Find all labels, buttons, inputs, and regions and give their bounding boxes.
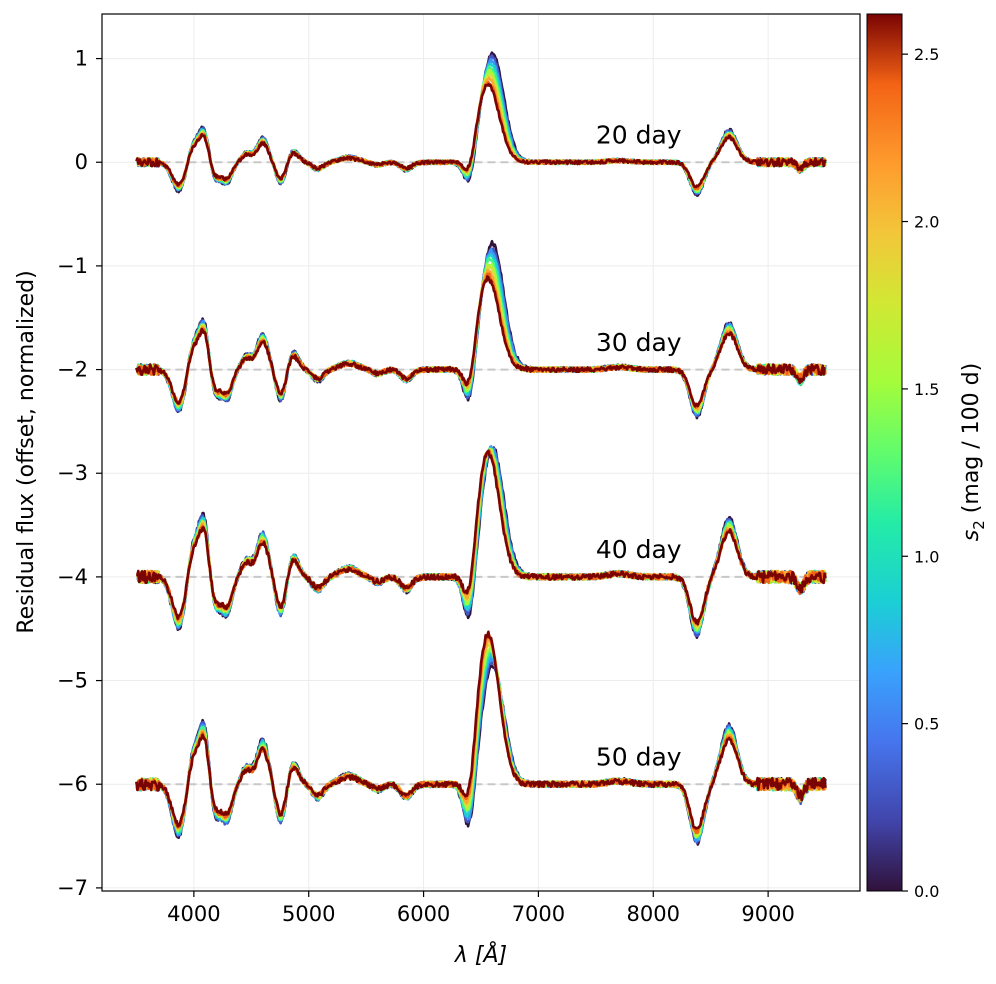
colorbar-tick-label: 2.5 <box>914 45 939 64</box>
x-tick-label: 6000 <box>397 902 450 926</box>
epoch-label: 20 day <box>596 121 682 150</box>
colorbar-label: s2 (mag / 100 d) <box>959 363 988 541</box>
colorbar-ticks: 0.0 0.5 1.0 1.5 2.0 2.5 <box>902 45 939 901</box>
y-tick-label: 1 <box>75 47 88 71</box>
spectrum-line <box>135 247 827 418</box>
y-tick-label: −6 <box>57 772 88 796</box>
spectrum-line <box>135 239 827 420</box>
plot-frame <box>101 13 861 892</box>
spectrum-line <box>135 54 827 196</box>
spectrum-line <box>135 275 826 408</box>
y-tick-label: −1 <box>57 254 88 278</box>
y-tick-label: 0 <box>75 150 88 174</box>
x-axis-label: λ [Å] <box>454 941 507 968</box>
y-axis-ticks: 1 0 −1 −2 −3 −4 −5 −6 −7 <box>57 47 102 900</box>
epoch-label: 30 day <box>596 328 682 357</box>
colorbar-tick-label: 0.5 <box>914 715 939 734</box>
spectrum-line <box>135 630 827 830</box>
x-tick-label: 8000 <box>627 902 680 926</box>
colorbar-label-symbol: s <box>959 530 984 541</box>
y-tick-label: −4 <box>57 565 88 589</box>
spectra-series <box>135 51 827 846</box>
y-tick-label: −2 <box>57 358 88 382</box>
colorbar-label-subscript: 2 <box>970 520 988 530</box>
y-tick-label: −3 <box>57 461 88 485</box>
grid-lines <box>102 14 860 891</box>
x-tick-label: 4000 <box>167 902 220 926</box>
colorbar-tick-label: 0.0 <box>914 882 939 901</box>
x-axis-ticks: 4000 5000 6000 7000 8000 9000 <box>167 891 795 926</box>
colorbar-label-units: (mag / 100 d) <box>959 363 984 520</box>
colorbar-tick-label: 1.0 <box>914 547 939 566</box>
spectrum-line <box>135 248 827 416</box>
spectrum-line <box>135 62 827 194</box>
spectrum-line <box>135 65 827 194</box>
colorbar <box>866 13 903 892</box>
colorbar-tick-label: 1.5 <box>914 380 939 399</box>
x-tick-label: 5000 <box>282 902 335 926</box>
spectrum-line <box>135 257 827 414</box>
x-tick-label: 7000 <box>512 902 565 926</box>
y-axis-label: Residual flux (offset, normalized) <box>14 270 39 633</box>
spectrum-line <box>135 51 827 197</box>
epoch-label: 40 day <box>596 535 682 564</box>
spectrum-line <box>136 449 827 626</box>
x-tick-label: 9000 <box>741 902 794 926</box>
spectrum-line <box>135 57 827 195</box>
spectrum-line <box>135 262 827 414</box>
epoch-labels: 20 day 30 day 40 day 50 day <box>596 121 682 772</box>
spectrum-line <box>135 68 827 193</box>
spectrum-line <box>135 82 827 189</box>
y-tick-label: −5 <box>57 669 88 693</box>
colorbar-tick-label: 2.0 <box>914 213 939 232</box>
epoch-label: 50 day <box>596 743 682 772</box>
y-tick-label: −7 <box>57 876 88 900</box>
